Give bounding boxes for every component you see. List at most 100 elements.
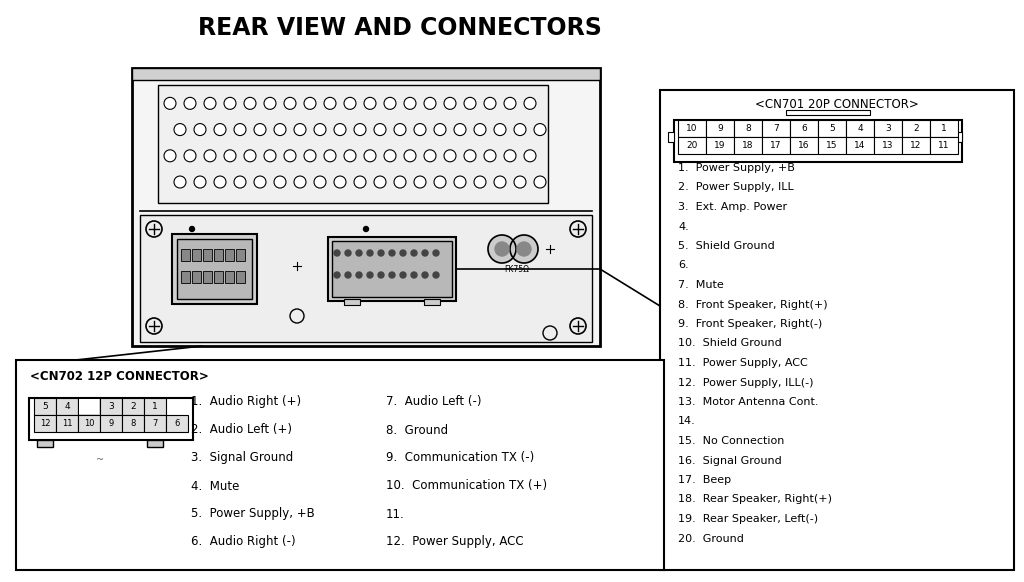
Circle shape — [204, 97, 216, 109]
Circle shape — [294, 176, 306, 188]
Circle shape — [314, 176, 326, 188]
Bar — [122, 398, 144, 415]
Text: 11: 11 — [938, 141, 949, 150]
Circle shape — [484, 150, 496, 162]
Circle shape — [254, 176, 266, 188]
Circle shape — [384, 150, 396, 162]
Text: 5: 5 — [42, 402, 48, 411]
Bar — [236, 271, 245, 283]
Circle shape — [504, 150, 516, 162]
Circle shape — [244, 97, 256, 109]
Bar — [29, 398, 193, 440]
Circle shape — [354, 176, 366, 188]
Circle shape — [433, 250, 439, 256]
Circle shape — [334, 176, 346, 188]
Circle shape — [534, 176, 546, 188]
Text: 10.  Shield Ground: 10. Shield Ground — [678, 339, 781, 349]
Circle shape — [389, 272, 395, 278]
Circle shape — [184, 150, 196, 162]
Circle shape — [378, 250, 384, 256]
Circle shape — [274, 123, 286, 136]
Circle shape — [356, 250, 362, 256]
Bar — [79, 399, 99, 414]
Circle shape — [514, 123, 526, 136]
Circle shape — [354, 123, 366, 136]
Circle shape — [454, 176, 466, 188]
Circle shape — [254, 123, 266, 136]
Bar — [762, 120, 790, 137]
Bar — [203, 249, 212, 261]
Text: 1.  Audio Right (+): 1. Audio Right (+) — [191, 396, 301, 409]
Bar — [344, 299, 360, 305]
Text: 9: 9 — [109, 419, 114, 428]
Bar — [846, 137, 874, 154]
Bar — [193, 249, 201, 261]
Circle shape — [224, 150, 236, 162]
Circle shape — [517, 242, 531, 256]
Circle shape — [424, 97, 436, 109]
Text: 1: 1 — [941, 124, 947, 133]
Circle shape — [364, 226, 369, 232]
Circle shape — [444, 150, 456, 162]
Circle shape — [433, 272, 439, 278]
Bar — [140, 215, 592, 342]
Bar — [144, 415, 166, 432]
Text: 19: 19 — [715, 141, 726, 150]
Text: 12: 12 — [40, 419, 50, 428]
Circle shape — [304, 150, 316, 162]
Bar — [34, 415, 56, 432]
Text: 4: 4 — [857, 124, 863, 133]
Text: 15: 15 — [826, 141, 838, 150]
Bar — [225, 249, 234, 261]
Bar — [56, 415, 78, 432]
Text: 9.  Front Speaker, Right(-): 9. Front Speaker, Right(-) — [678, 319, 822, 329]
Bar — [678, 120, 706, 137]
Circle shape — [174, 176, 186, 188]
Bar — [56, 398, 78, 415]
Circle shape — [364, 97, 376, 109]
Text: 6: 6 — [801, 124, 807, 133]
Bar — [78, 415, 100, 432]
Circle shape — [174, 123, 186, 136]
Bar — [122, 415, 144, 432]
Text: 18: 18 — [742, 141, 754, 150]
Text: 12.  Power Supply, ILL(-): 12. Power Supply, ILL(-) — [678, 378, 813, 388]
Circle shape — [394, 123, 406, 136]
Circle shape — [474, 176, 486, 188]
Bar — [706, 120, 734, 137]
Bar — [930, 137, 958, 154]
Bar — [332, 241, 452, 297]
Bar — [874, 120, 902, 137]
Circle shape — [374, 123, 386, 136]
Text: 17: 17 — [770, 141, 781, 150]
Bar — [734, 137, 762, 154]
Text: 2.  Audio Left (+): 2. Audio Left (+) — [191, 424, 292, 436]
Circle shape — [204, 150, 216, 162]
Circle shape — [454, 123, 466, 136]
Text: 20.  Ground: 20. Ground — [678, 534, 743, 544]
Circle shape — [284, 150, 296, 162]
Bar — [100, 415, 122, 432]
Text: 11.  Power Supply, ACC: 11. Power Supply, ACC — [678, 358, 808, 368]
Circle shape — [274, 176, 286, 188]
Text: 7: 7 — [773, 124, 779, 133]
Bar — [147, 440, 163, 447]
Circle shape — [434, 176, 446, 188]
Text: 5.  Shield Ground: 5. Shield Ground — [678, 241, 775, 251]
Text: 17.  Beep: 17. Beep — [678, 475, 731, 485]
Bar — [846, 120, 874, 137]
Circle shape — [411, 250, 417, 256]
Circle shape — [364, 150, 376, 162]
Circle shape — [394, 176, 406, 188]
Circle shape — [324, 150, 336, 162]
Circle shape — [404, 97, 416, 109]
Text: <CN701 20P CONNECTOR>: <CN701 20P CONNECTOR> — [755, 98, 919, 112]
Bar — [214, 271, 223, 283]
Text: 10.  Communication TX (+): 10. Communication TX (+) — [386, 480, 547, 492]
Circle shape — [444, 97, 456, 109]
Circle shape — [164, 150, 176, 162]
Circle shape — [534, 123, 546, 136]
Text: 7.  Audio Left (-): 7. Audio Left (-) — [386, 396, 481, 409]
Bar — [181, 249, 190, 261]
Circle shape — [264, 97, 276, 109]
